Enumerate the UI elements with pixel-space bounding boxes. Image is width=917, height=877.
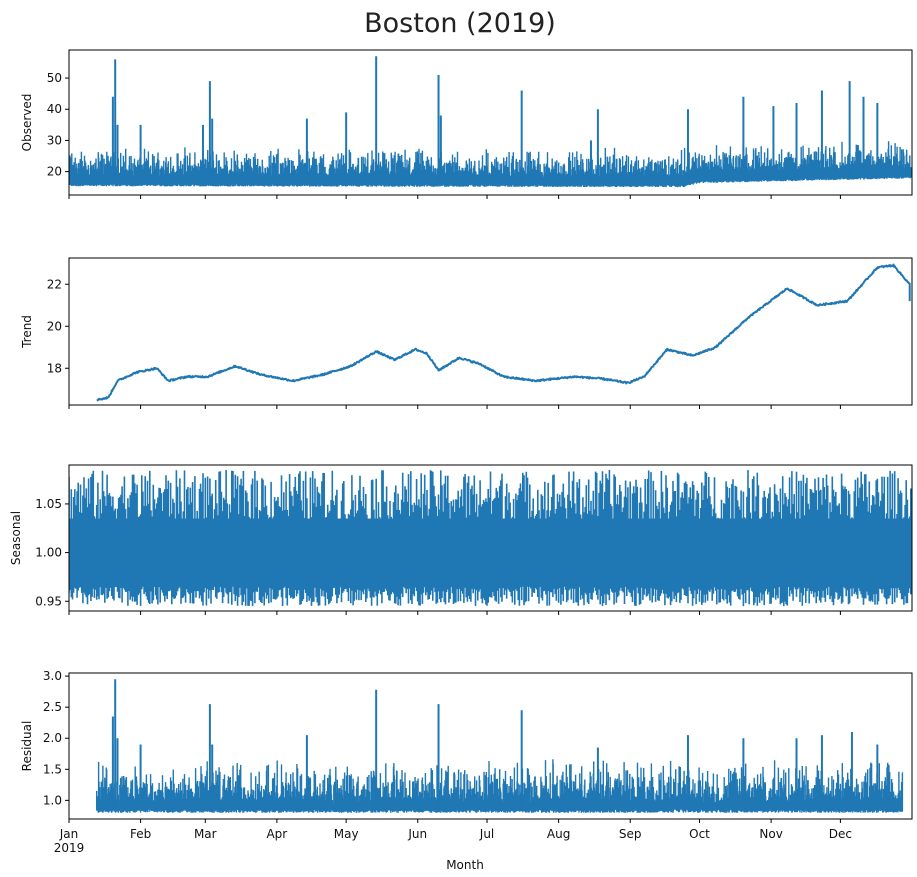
xtick-label: Jul	[479, 827, 494, 841]
panel-seasonal: 0.95 1.00 1.05 Seasonal	[9, 464, 913, 615]
ytick-label-residual: 2.5	[43, 700, 62, 714]
ytick-label-seasonal: 1.05	[35, 497, 62, 511]
xtick-label: Nov	[759, 827, 782, 841]
plot-area-observed	[69, 56, 912, 188]
y-axis-label-residual: Residual	[20, 721, 34, 772]
ytick-label-residual: 1.0	[43, 793, 62, 807]
panel-trend: 18 20 22 Trend	[20, 257, 913, 409]
chart-title: Boston (2019)	[364, 8, 556, 39]
axes-frame-residual	[68, 672, 913, 820]
ytick-label-residual: 2.0	[43, 731, 62, 745]
ytick-label-observed: 50	[47, 71, 62, 85]
y-axis-label-trend: Trend	[20, 315, 34, 349]
plot-area-seasonal	[69, 470, 912, 607]
plot-area-trend	[96, 263, 911, 402]
xtick-label: Aug	[547, 827, 570, 841]
panel-observed: 20 30 40 50 Observed	[20, 49, 913, 199]
plot-area-residual	[96, 679, 904, 813]
panels-group: 20 30 40 50 Observed 18 20 22 Trend 0.95 1.00 1.05 S…	[9, 49, 913, 823]
xtick-label: Oct	[689, 827, 710, 841]
xtick-label: Jun	[407, 827, 427, 841]
ytick-label-residual: 1.5	[43, 762, 62, 776]
xtick-label: Feb	[130, 827, 151, 841]
ytick-label-residual: 3.0	[43, 669, 62, 683]
ytick-label-trend: 20	[47, 319, 62, 333]
seasonal-series	[69, 470, 912, 607]
trend-series	[96, 263, 911, 402]
residual-series	[96, 759, 904, 813]
y-axis-label-observed: Observed	[20, 94, 34, 152]
axes-frame-seasonal	[68, 464, 913, 612]
ytick-label-observed: 20	[47, 165, 62, 179]
xtick-label: May	[334, 827, 359, 841]
xtick-label: Mar	[194, 827, 217, 841]
x-axis-label: Month	[446, 858, 484, 872]
observed-series	[69, 141, 912, 188]
xtick-label: Apr	[266, 827, 287, 841]
ytick-label-observed: 30	[47, 133, 62, 147]
ytick-label-seasonal: 1.00	[35, 546, 62, 560]
axes-frame-observed	[68, 49, 913, 196]
y-axis-label-seasonal: Seasonal	[9, 511, 23, 565]
ytick-label-trend: 22	[47, 277, 62, 291]
ytick-label-trend: 18	[47, 361, 62, 375]
panel-residual: 1.0 1.5 2.0 2.5 3.0 Residual	[20, 669, 913, 823]
xtick-label: Sep	[619, 827, 642, 841]
ytick-label-seasonal: 0.95	[35, 594, 62, 608]
xtick-label: Dec	[829, 827, 852, 841]
axes-frame-trend	[68, 257, 913, 406]
ytick-label-observed: 40	[47, 102, 62, 116]
xtick-label: Jan	[59, 827, 79, 841]
xtick-year-label: 2019	[54, 841, 85, 855]
x-axis: Jan Feb Mar Apr May Jun Jul Aug Sep Oct Nov Dec 2019	[54, 827, 852, 855]
